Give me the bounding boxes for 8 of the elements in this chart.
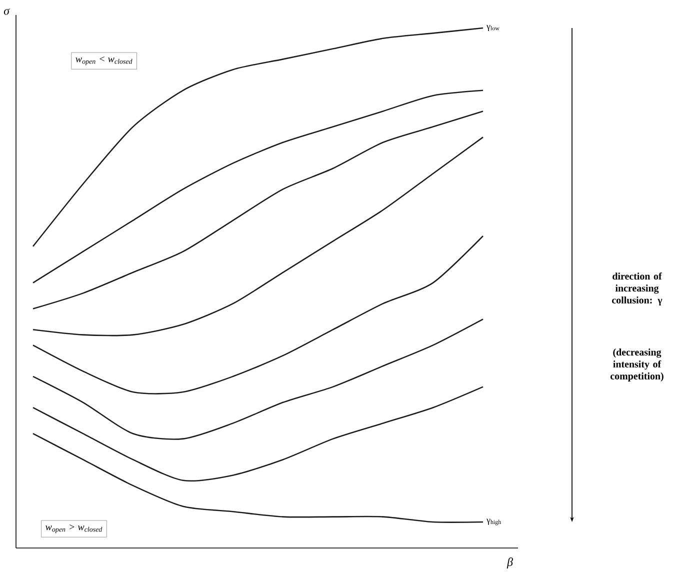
annotation: w$_{open}$ > w$_{closed}$ — [46, 524, 102, 534]
y-axis-title: σ — [4, 8, 10, 15]
series-label: γ$_{low}$ — [486, 24, 500, 32]
x-axis-title: β — [506, 558, 513, 568]
text: (decreasing intensity of competition) — [610, 348, 664, 382]
series-label: γ$_{high}$ — [486, 518, 502, 526]
annotation: w$_{open}$ < w$_{closed}$ — [76, 56, 132, 66]
text: direction of increasing collusion: γ — [612, 272, 662, 306]
